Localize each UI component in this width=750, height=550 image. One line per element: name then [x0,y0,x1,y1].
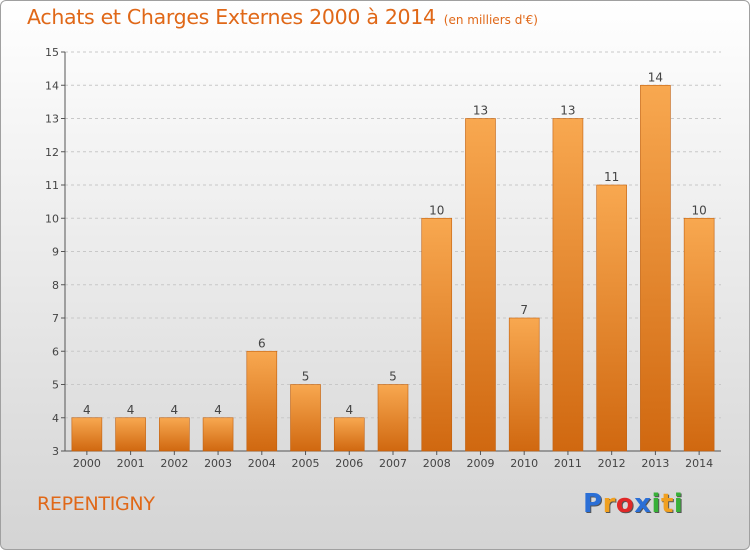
bar [508,317,540,452]
x-tick-label: 2010 [510,457,538,470]
bar-value-label: 7 [520,303,528,317]
bar [465,118,496,452]
y-tick-label: 12 [45,146,59,159]
bar-value-label: 4 [214,403,222,417]
bar [421,217,453,452]
bar-value-label: 4 [83,403,91,417]
bar [552,118,584,452]
y-tick-label: 6 [52,345,59,358]
bar-value-label: 14 [648,70,663,84]
bar [377,384,409,452]
x-tick-label: 2009 [466,457,494,470]
logo-letter: i [673,489,684,519]
x-tick-label: 2007 [379,457,407,470]
chart-title: Achats et Charges Externes 2000 à 2014 (e… [27,5,538,29]
y-tick-label: 9 [52,246,59,259]
bar-value-label: 10 [691,203,706,217]
x-tick-label: 2011 [554,457,582,470]
chart-subtitle: (en milliers d'€) [443,13,538,27]
bar-value-label: 4 [127,403,135,417]
y-tick-label: 15 [45,46,59,59]
town-name: REPENTIGNY [37,493,155,515]
proxiti-logo: Proxiti [583,489,683,519]
bar [115,417,146,452]
y-tick-label: 3 [52,445,59,458]
bar-value-label: 6 [258,336,266,350]
bar [290,384,321,452]
x-tick-label: 2001 [117,457,145,470]
x-tick-label: 2012 [598,457,626,470]
bar-value-label: 10 [429,203,444,217]
bar-value-label: 11 [604,170,619,184]
x-axis-labels: 2000 2001 2002 2003 2004 2005 2006 2007 2008 2009… [73,451,713,470]
bar [596,184,627,452]
x-tick-label: 2004 [248,457,276,470]
logo-letter: P [583,489,603,519]
x-tick-label: 2000 [73,457,101,470]
x-tick-label: 2014 [685,457,713,470]
bar [683,217,715,452]
logo-letter: i [651,489,661,519]
bar-value-label: 4 [171,403,179,417]
bar [159,417,190,452]
x-tick-label: 2008 [423,457,451,470]
bar [202,417,234,452]
logo-letter: t [660,489,674,519]
logo-letter: r [602,489,616,519]
y-tick-label: 5 [52,379,59,392]
x-tick-label: 2005 [292,457,320,470]
logo-letter: x [634,489,652,519]
bar-value-label: 5 [389,370,397,384]
x-tick-label: 2013 [641,457,669,470]
y-tick-label: 4 [52,412,59,425]
bar-value-label: 13 [560,104,575,118]
x-tick-label: 2002 [160,457,188,470]
y-tick-label: 8 [52,279,59,292]
bar-value-label: 5 [302,370,310,384]
y-tick-label: 10 [45,212,59,225]
y-tick-label: 14 [45,79,59,92]
y-tick-label: 11 [45,179,59,192]
bar [640,84,671,452]
bar [71,417,103,452]
logo-letter: o [615,489,635,519]
bar-value-label: 4 [345,403,353,417]
bar [246,350,278,452]
x-tick-label: 2003 [204,457,232,470]
y-tick-label: 7 [52,312,59,325]
x-tick-label: 2006 [335,457,363,470]
bar-value-label: 13 [473,104,488,118]
chart-title-main: Achats et Charges Externes 2000 à 2014 [27,5,436,29]
bar [333,417,365,452]
y-tick-label: 13 [45,113,59,126]
bars: 4 4 4 4 6 5 4 5 10 13 7 13 11 14 10 [71,70,715,452]
